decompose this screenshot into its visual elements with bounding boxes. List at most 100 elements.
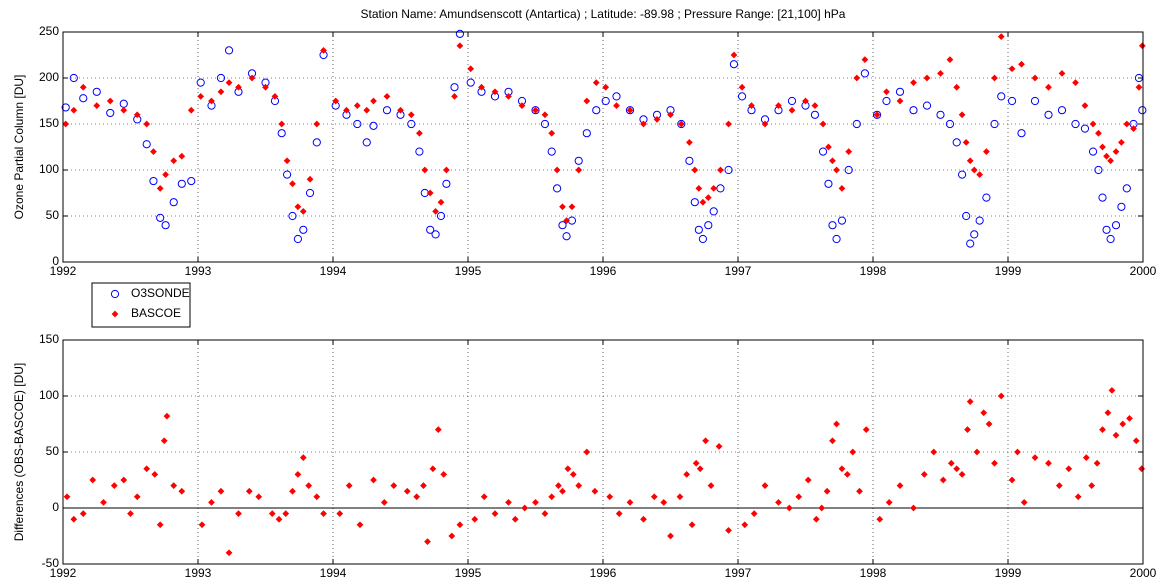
legend-marker (111, 310, 119, 318)
marker-diamond (741, 521, 749, 529)
marker-circle (860, 69, 870, 78)
marker-diamond (1082, 454, 1090, 461)
marker-diamond (299, 454, 307, 461)
marker-diamond (569, 471, 577, 478)
marker-diamond (89, 476, 97, 484)
marker-circle (737, 92, 747, 101)
marker-diamond (1014, 448, 1021, 456)
marker-diamond (151, 471, 159, 478)
marker-diamond (692, 459, 700, 467)
marker-diamond (225, 549, 233, 557)
marker-diamond (478, 83, 485, 91)
marker-diamond (313, 120, 321, 128)
marker-circle (574, 156, 583, 165)
marker-diamond (426, 189, 434, 197)
marker-circle (1098, 193, 1107, 202)
marker-diamond (970, 166, 978, 174)
marker-diamond (876, 515, 884, 523)
marker-diamond (583, 97, 591, 105)
marker-circle (698, 234, 708, 244)
marker-circle (553, 184, 562, 193)
marker-circle (612, 92, 621, 101)
marker-diamond (725, 527, 732, 534)
marker-diamond (521, 504, 529, 512)
legend-box (91, 282, 191, 328)
marker-diamond (691, 166, 699, 174)
marker-diamond (217, 487, 225, 495)
marker-diamond (1112, 431, 1120, 439)
marker-diamond (861, 56, 869, 63)
marker-diamond (896, 97, 904, 105)
x-tick-label: 1992 (50, 264, 77, 278)
marker-diamond (133, 493, 141, 501)
y-tick-label: 250 (39, 24, 59, 38)
marker-circle (216, 73, 226, 83)
marker-circle (299, 225, 308, 234)
x-tick-label: 1997 (725, 566, 752, 580)
marker-diamond (133, 111, 141, 119)
marker-circle (690, 198, 699, 207)
marker-circle (945, 119, 955, 129)
marker-diamond (838, 185, 846, 192)
marker-diamond (162, 171, 169, 178)
plot-frame (62, 31, 1144, 263)
plot-frame (62, 339, 1144, 565)
marker-circle (709, 207, 718, 216)
marker-diamond (862, 426, 870, 433)
marker-circle (962, 211, 971, 221)
marker-diamond (829, 157, 836, 165)
marker-diamond (704, 194, 712, 201)
marker-circle (415, 147, 424, 156)
marker-diamond (939, 476, 947, 484)
marker-diamond (63, 493, 71, 501)
marker-diamond (282, 510, 290, 517)
marker-circle (466, 78, 475, 87)
marker-diamond (761, 482, 769, 489)
marker-diamond (640, 515, 647, 523)
marker-diamond (592, 79, 600, 86)
marker-circle (872, 110, 882, 119)
marker-diamond (833, 166, 840, 174)
marker-diamond (416, 129, 423, 137)
marker-circle (455, 29, 464, 38)
marker-diamond (1130, 125, 1137, 132)
marker-circle (540, 119, 550, 129)
marker-diamond (208, 499, 215, 506)
marker-diamond (262, 83, 269, 91)
x-tick-label: 1999 (995, 566, 1022, 580)
marker-diamond (353, 102, 361, 109)
marker-circle (1122, 184, 1131, 193)
marker-diamond (1008, 476, 1016, 484)
marker-diamond (541, 510, 549, 517)
marker-diamond (79, 83, 87, 91)
marker-circle (1030, 96, 1040, 106)
marker-circle (431, 230, 440, 239)
marker-diamond (271, 93, 279, 100)
marker-circle (975, 216, 984, 225)
marker-diamond (1118, 139, 1125, 146)
marker-circle (895, 87, 905, 96)
marker-diamond (775, 499, 782, 506)
y-axis-label: Ozone Partial Column [DU] (12, 75, 26, 220)
marker-diamond (615, 510, 623, 517)
marker-diamond (275, 515, 283, 523)
marker-diamond (268, 510, 276, 517)
marker-diamond (548, 493, 556, 501)
marker-diamond (775, 102, 782, 109)
marker-diamond (575, 166, 583, 174)
marker-diamond (170, 157, 178, 165)
marker-circle (1102, 225, 1111, 234)
marker-diamond (602, 83, 610, 91)
marker-diamond (548, 129, 556, 137)
marker-circle (990, 119, 999, 129)
marker-diamond (370, 476, 377, 484)
legend-marker (110, 289, 120, 299)
marker-diamond (695, 185, 703, 192)
marker-diamond (397, 106, 404, 114)
marker-diamond (953, 83, 961, 91)
marker-circle (426, 225, 435, 234)
marker-circle (828, 221, 837, 230)
marker-diamond (383, 93, 391, 100)
marker-diamond (1045, 83, 1052, 91)
